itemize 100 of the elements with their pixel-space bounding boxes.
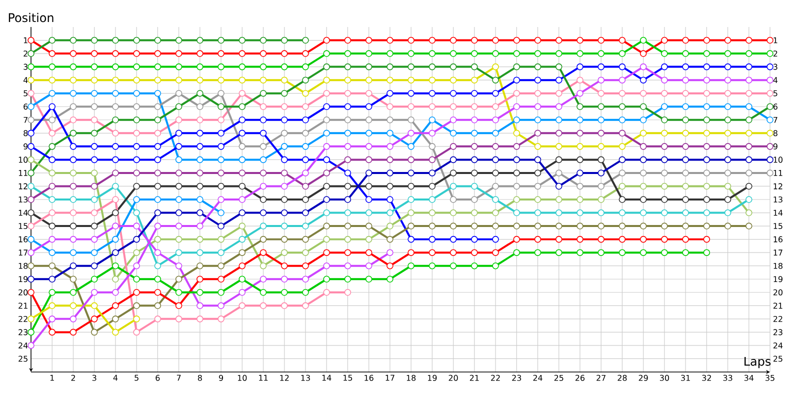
point [28, 209, 34, 216]
point [661, 36, 668, 44]
point [344, 289, 352, 296]
point [70, 196, 77, 203]
point [260, 222, 267, 230]
point [598, 90, 604, 97]
point [471, 262, 478, 270]
point [576, 182, 584, 190]
point [323, 63, 330, 70]
point [428, 249, 436, 256]
point [28, 342, 34, 349]
point [133, 90, 140, 97]
point [344, 63, 352, 70]
point [766, 170, 774, 176]
point [492, 116, 499, 124]
point [534, 116, 542, 124]
point [344, 36, 352, 44]
point [70, 130, 77, 137]
point [280, 170, 288, 176]
point [70, 116, 77, 124]
point [90, 36, 98, 44]
point [302, 116, 309, 124]
point [386, 182, 394, 190]
point [218, 156, 224, 164]
point [90, 170, 98, 176]
point [492, 143, 499, 150]
point [302, 196, 309, 203]
point [408, 222, 414, 230]
point [28, 316, 34, 322]
point [682, 76, 689, 84]
point [260, 262, 267, 270]
point [323, 103, 330, 110]
point [428, 90, 436, 97]
point [386, 76, 394, 84]
point [386, 116, 394, 124]
point [365, 236, 372, 243]
point [618, 182, 626, 190]
point [323, 236, 330, 243]
point [661, 103, 668, 110]
point [408, 182, 414, 190]
point [428, 143, 436, 150]
point [196, 103, 204, 110]
point [513, 116, 520, 124]
point [112, 209, 119, 216]
point [28, 143, 34, 150]
point [408, 90, 414, 97]
point [450, 222, 457, 230]
point [428, 196, 436, 203]
point [724, 130, 732, 137]
point [28, 103, 34, 110]
point [196, 116, 204, 124]
point [323, 276, 330, 283]
point [598, 156, 604, 164]
point [112, 90, 119, 97]
point [70, 262, 77, 270]
point [112, 249, 119, 256]
point [28, 76, 34, 84]
point [280, 289, 288, 296]
point [280, 63, 288, 70]
point [112, 130, 119, 137]
point [112, 222, 119, 230]
point [428, 103, 436, 110]
point [175, 289, 182, 296]
point [48, 130, 56, 137]
point [28, 276, 34, 283]
point [133, 50, 140, 57]
point [112, 316, 119, 322]
point [640, 76, 647, 84]
point [154, 236, 162, 243]
point [450, 103, 457, 110]
point [260, 63, 267, 70]
point [344, 182, 352, 190]
point [724, 209, 732, 216]
point [640, 236, 647, 243]
point [218, 170, 224, 176]
point [344, 116, 352, 124]
point [302, 36, 309, 44]
point [492, 130, 499, 137]
point [323, 36, 330, 44]
point [576, 209, 584, 216]
point [323, 170, 330, 176]
point [534, 50, 542, 57]
point [323, 182, 330, 190]
point [280, 249, 288, 256]
point [618, 103, 626, 110]
point [746, 63, 752, 70]
point [428, 156, 436, 164]
point [555, 156, 562, 164]
point [70, 170, 77, 176]
point [175, 196, 182, 203]
point [365, 196, 372, 203]
point [534, 90, 542, 97]
point [682, 182, 689, 190]
point [365, 143, 372, 150]
point [640, 63, 647, 70]
point [175, 316, 182, 322]
point [28, 289, 34, 296]
point [555, 182, 562, 190]
point [408, 116, 414, 124]
point [90, 143, 98, 150]
